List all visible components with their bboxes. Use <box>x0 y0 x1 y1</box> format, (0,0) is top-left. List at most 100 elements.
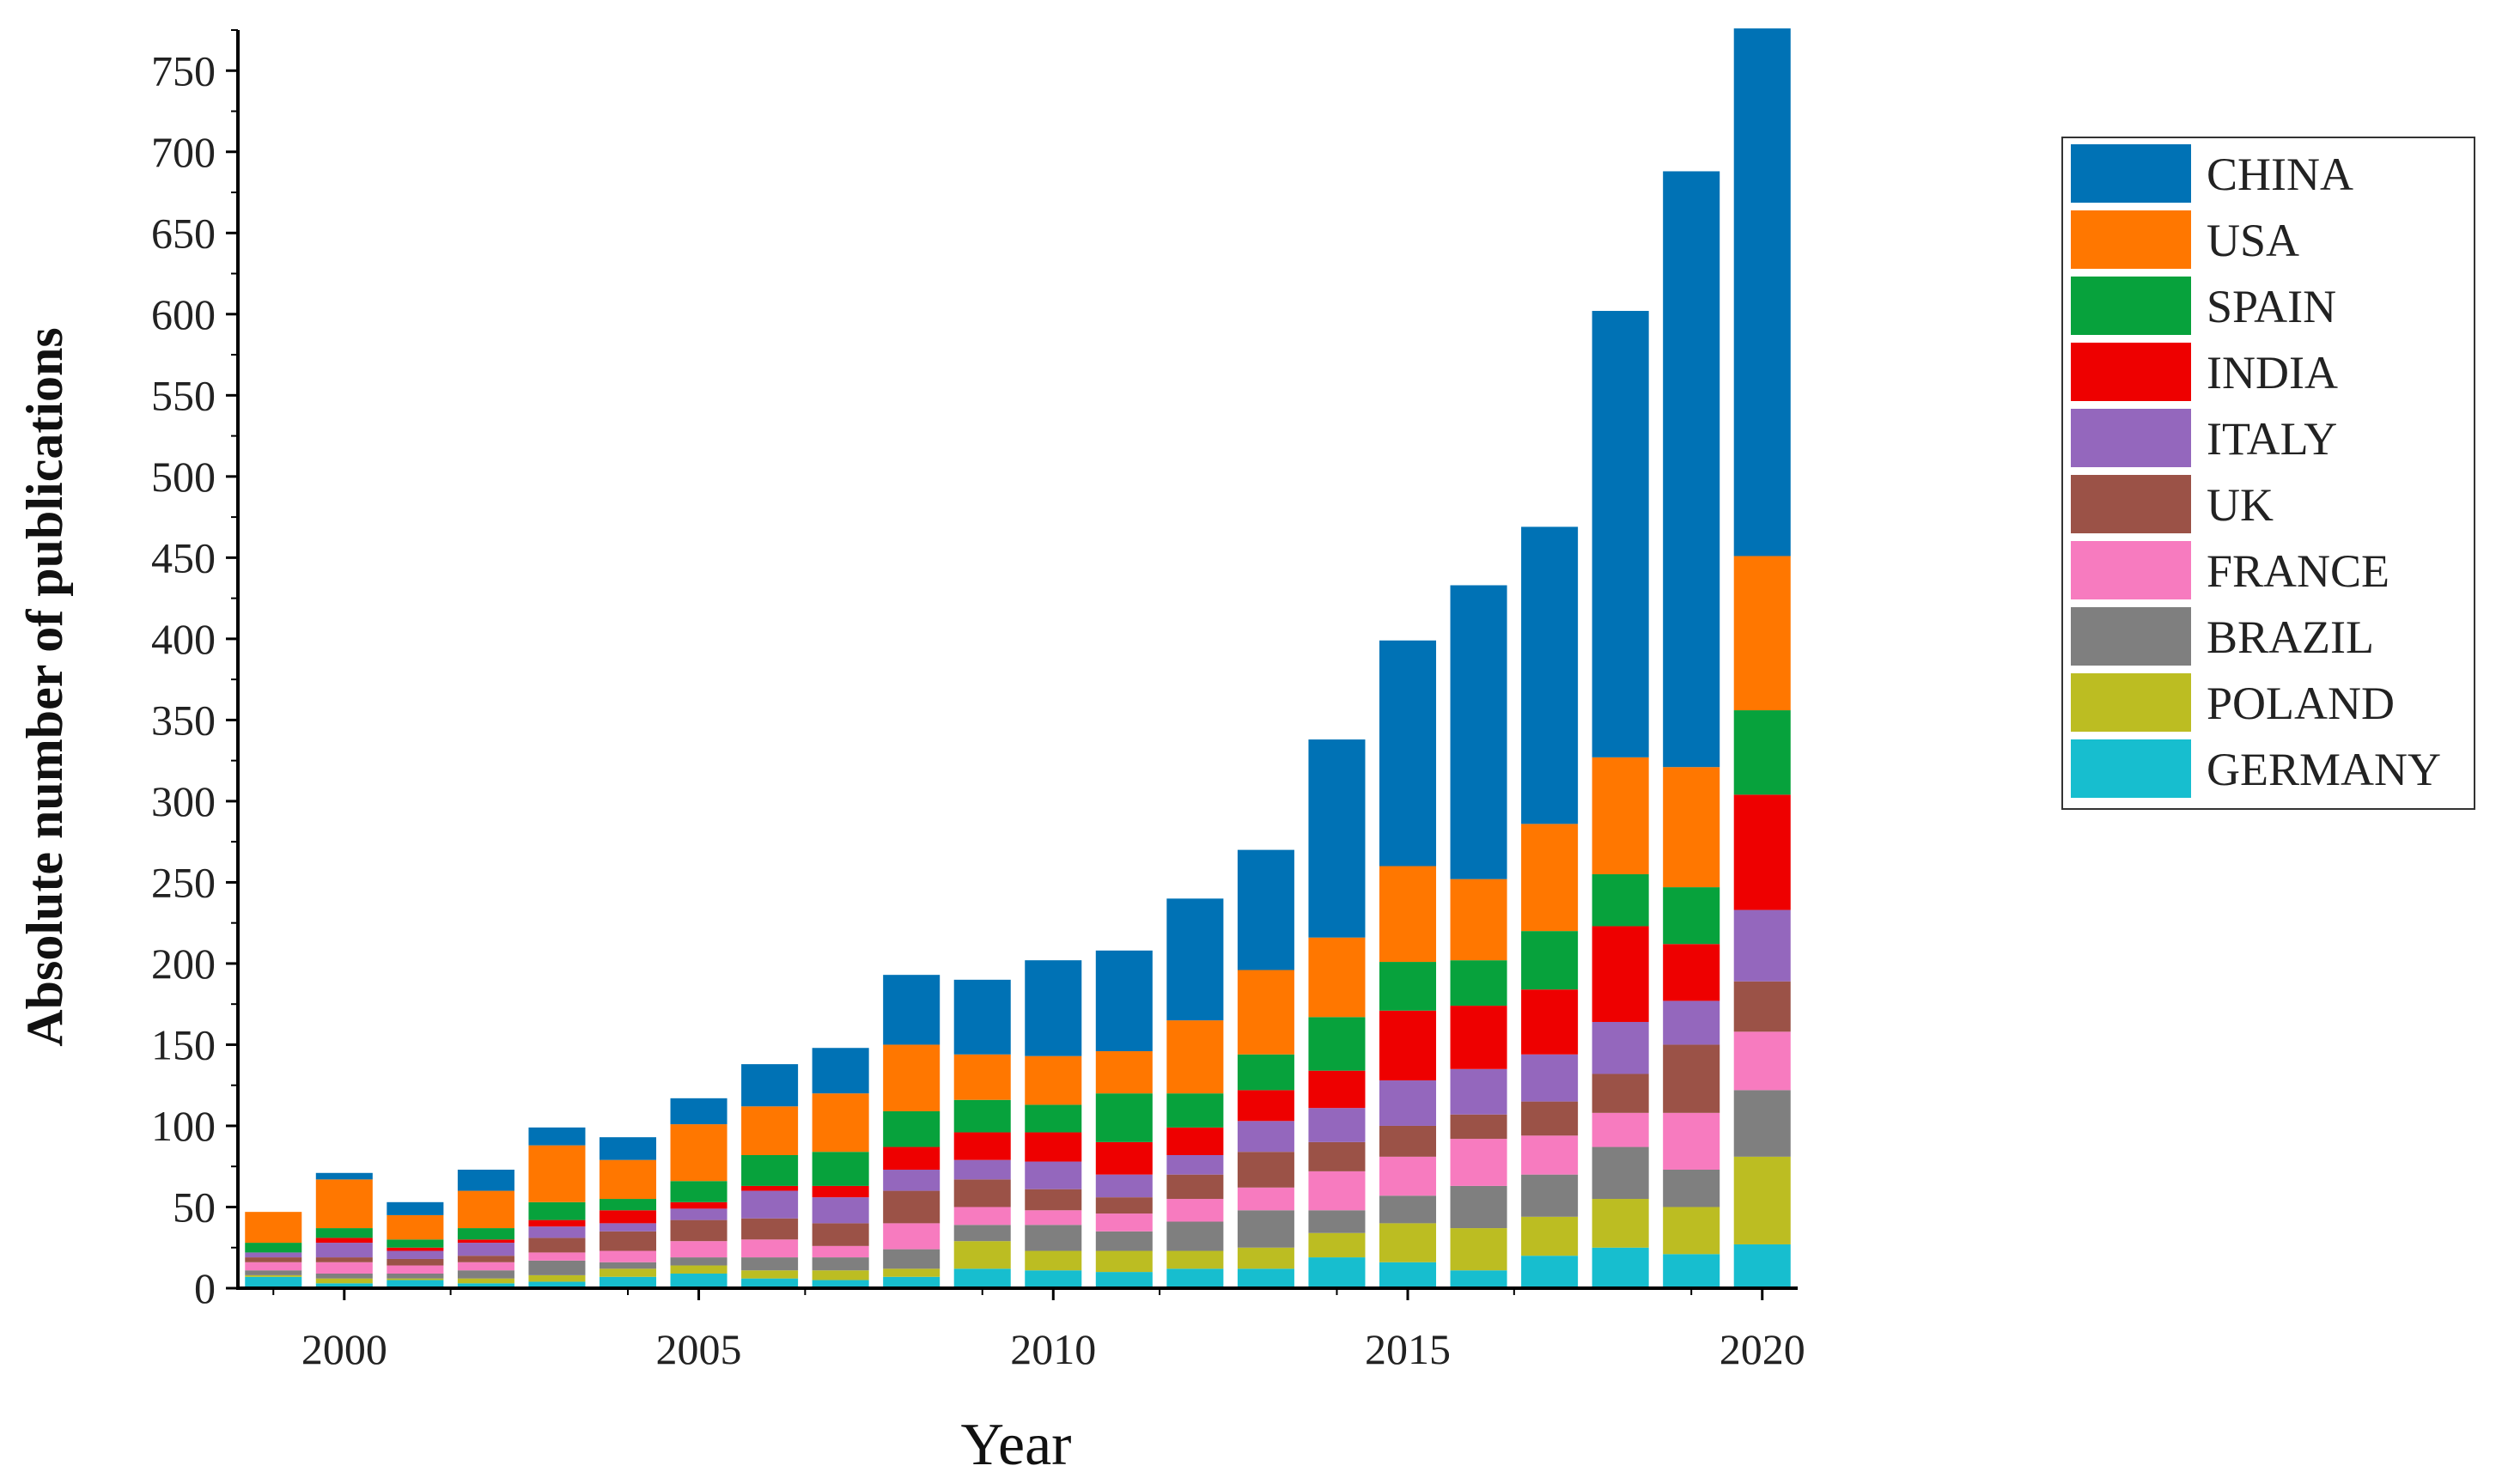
legend-label-spain: SPAIN <box>2207 281 2336 332</box>
bar-2008-germany <box>883 1276 941 1288</box>
bar-2008-india <box>883 1146 941 1171</box>
bar-2008-usa <box>883 1044 941 1111</box>
bar-2020-uk <box>1733 981 1791 1032</box>
bar-2018-brazil <box>1592 1146 1649 1200</box>
legend-swatch-india <box>2071 343 2191 401</box>
y-tick-label: 300 <box>151 777 216 825</box>
y-tick-label: 600 <box>151 290 216 338</box>
bar-2011-brazil <box>1095 1231 1153 1251</box>
bar-2017-germany <box>1521 1256 1579 1288</box>
bar-2006-china <box>741 1064 799 1107</box>
bar-2011-china <box>1095 950 1153 1052</box>
bar-2012-italy <box>1166 1154 1224 1175</box>
bar-2011-usa <box>1095 1051 1153 1094</box>
bar-2016-spain <box>1450 960 1507 1007</box>
bar-2015-usa <box>1379 866 1437 963</box>
bar-2000-brazil <box>315 1273 373 1279</box>
x-axis-title: Year <box>961 1412 1072 1478</box>
bar-2016-france <box>1450 1139 1507 1186</box>
bar-2020-poland <box>1733 1156 1791 1244</box>
bar-2015-china <box>1379 640 1437 867</box>
bar-2019-india <box>1663 944 1720 1001</box>
bar-2017-spain <box>1521 931 1579 990</box>
bar-2017-china <box>1521 526 1579 824</box>
bar-2018-poland <box>1592 1199 1649 1248</box>
bar-2008-france <box>883 1223 941 1250</box>
bar-2002-italy <box>457 1243 514 1256</box>
bar-2012-france <box>1166 1199 1224 1222</box>
bar-2012-germany <box>1166 1268 1224 1288</box>
bar-2008-poland <box>883 1268 941 1277</box>
bar-2018-germany <box>1592 1247 1649 1288</box>
bar-2007-spain <box>812 1152 869 1186</box>
bar-2013-poland <box>1237 1247 1294 1269</box>
bar-2009-india <box>953 1132 1011 1160</box>
x-tick-label: 2000 <box>301 1325 387 1373</box>
bar-2006-poland <box>741 1270 799 1279</box>
bar-2003-poland <box>528 1274 586 1282</box>
y-tick-label: 500 <box>151 453 216 501</box>
bar-2015-germany <box>1379 1262 1437 1288</box>
bar-2005-brazil <box>670 1257 727 1266</box>
bar-2014-poland <box>1308 1232 1366 1258</box>
bar-2002-usa <box>457 1190 514 1229</box>
bar-2010-brazil <box>1025 1225 1082 1251</box>
bar-2005-uk <box>670 1219 727 1242</box>
y-tick-label: 200 <box>151 940 216 988</box>
bar-2006-france <box>741 1239 799 1258</box>
bar-2006-uk <box>741 1218 799 1240</box>
bar-2005-germany <box>670 1273 727 1288</box>
y-axis-title: Absolute number of publications <box>16 327 73 1046</box>
bar-2018-china <box>1592 311 1649 757</box>
bar-2014-china <box>1308 739 1366 938</box>
x-ticks-group: 2000 2005 2010 2015 2020 <box>272 1288 1805 1373</box>
bar-2004-spain <box>599 1199 657 1211</box>
bar-2016-italy <box>1450 1068 1507 1115</box>
bar-2007-france <box>812 1245 869 1258</box>
bar-2020-spain <box>1733 710 1791 795</box>
bar-2000-france <box>315 1262 373 1274</box>
bar-2019-spain <box>1663 887 1720 945</box>
bar-2007-china <box>812 1048 869 1094</box>
bar-1999-spain <box>245 1243 302 1253</box>
bar-2004-brazil <box>599 1262 657 1269</box>
y-tick-label: 50 <box>173 1183 216 1231</box>
bar-2014-uk <box>1308 1141 1366 1171</box>
legend-swatch-france <box>2071 541 2191 599</box>
bars-group <box>245 28 1791 1288</box>
x-tick-label: 2010 <box>1010 1325 1096 1373</box>
bar-1999-france <box>245 1262 302 1271</box>
bar-2015-india <box>1379 1010 1437 1081</box>
bar-1999-uk <box>245 1257 302 1262</box>
bar-2016-uk <box>1450 1114 1507 1140</box>
bar-2010-spain <box>1025 1104 1082 1133</box>
bar-2018-usa <box>1592 757 1649 874</box>
bar-1999-poland <box>245 1274 302 1277</box>
bar-2004-china <box>599 1137 657 1160</box>
bar-2009-france <box>953 1207 1011 1226</box>
bar-2020-brazil <box>1733 1090 1791 1157</box>
bar-2005-poland <box>670 1265 727 1274</box>
bar-2010-italy <box>1025 1161 1082 1189</box>
x-tick-label: 2005 <box>656 1325 742 1373</box>
bar-2015-spain <box>1379 962 1437 1011</box>
bar-2004-uk <box>599 1231 657 1251</box>
bar-2010-poland <box>1025 1250 1082 1271</box>
bar-2007-brazil <box>812 1257 869 1271</box>
bar-2017-uk <box>1521 1101 1579 1136</box>
bar-2005-france <box>670 1241 727 1258</box>
bar-2008-uk <box>883 1190 941 1224</box>
bar-2014-germany <box>1308 1257 1366 1288</box>
legend-label-uk: UK <box>2207 479 2274 531</box>
bar-2003-india <box>528 1219 586 1227</box>
legend-swatch-spain <box>2071 277 2191 335</box>
bar-2007-italy <box>812 1197 869 1224</box>
bar-2004-italy <box>599 1223 657 1232</box>
bar-2005-spain <box>670 1181 727 1202</box>
bar-2018-france <box>1592 1112 1649 1147</box>
bar-1999-usa <box>245 1212 302 1244</box>
bar-2005-china <box>670 1098 727 1125</box>
y-tick-label: 750 <box>151 46 216 94</box>
bar-2004-usa <box>599 1159 657 1200</box>
bar-2002-spain <box>457 1228 514 1240</box>
